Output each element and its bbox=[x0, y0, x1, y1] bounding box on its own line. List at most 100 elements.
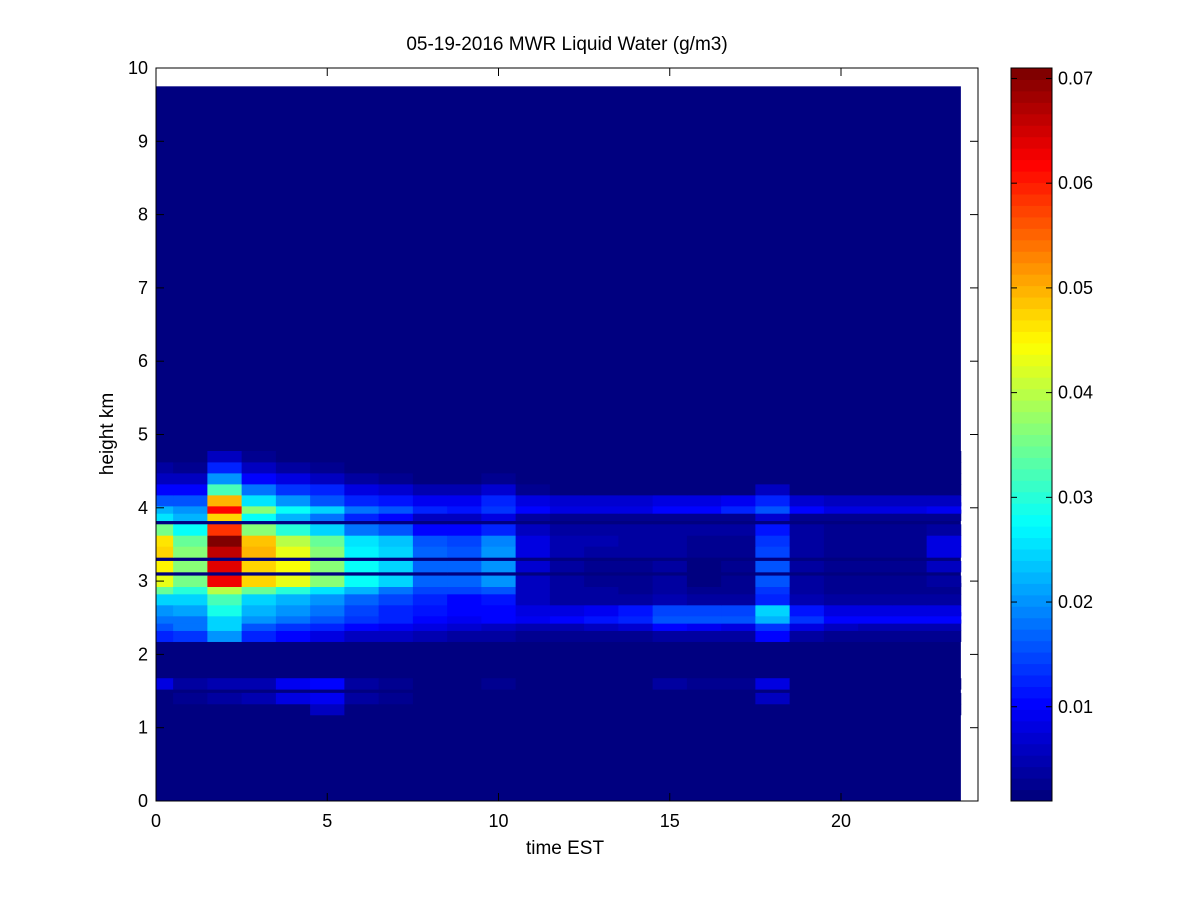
heatmap-cell bbox=[344, 560, 380, 573]
heatmap-cell bbox=[549, 483, 585, 496]
colorbar-band bbox=[1011, 675, 1052, 687]
heatmap-cell bbox=[618, 494, 654, 507]
heatmap-cell bbox=[481, 472, 517, 485]
heatmap-cell bbox=[481, 703, 517, 716]
heatmap-cell bbox=[823, 461, 859, 474]
colorbar-band bbox=[1011, 262, 1052, 275]
heatmap-cell bbox=[207, 450, 243, 463]
heatmap-cell bbox=[344, 630, 380, 642]
heatmap-cell bbox=[275, 678, 311, 690]
heatmap-cell bbox=[310, 483, 345, 496]
colorbar-band bbox=[1011, 732, 1052, 745]
heatmap-cell bbox=[721, 461, 756, 474]
heatmap-cell bbox=[892, 546, 928, 558]
heatmap-cell bbox=[515, 524, 551, 536]
colorbar-band bbox=[1011, 629, 1052, 642]
heatmap-cell bbox=[207, 509, 243, 522]
heatmap-cell bbox=[310, 461, 345, 474]
heatmap-cell bbox=[618, 703, 654, 716]
heatmap-cell bbox=[378, 593, 414, 606]
heatmap-cell bbox=[755, 630, 791, 642]
colorbar-band bbox=[1011, 136, 1052, 149]
heatmap-cell bbox=[378, 612, 414, 624]
heatmap-cell bbox=[275, 483, 311, 496]
colorbar-band bbox=[1011, 514, 1052, 527]
heatmap-cell bbox=[755, 703, 791, 716]
heatmap-cell bbox=[686, 483, 722, 496]
heatmap-cell bbox=[378, 461, 414, 474]
heatmap-cell bbox=[156, 461, 174, 474]
heatmap-cell bbox=[447, 450, 482, 463]
heatmap-cell bbox=[686, 450, 722, 463]
heatmap-cell bbox=[721, 494, 756, 507]
heatmap-cell bbox=[412, 575, 448, 587]
heatmap-cell bbox=[584, 678, 619, 690]
heatmap-cell bbox=[447, 502, 482, 514]
heatmap-cell bbox=[652, 575, 688, 587]
heatmap-cell bbox=[926, 450, 962, 463]
heatmap-cell bbox=[447, 630, 482, 642]
heatmap-cell bbox=[412, 593, 448, 606]
heatmap-cell bbox=[275, 560, 311, 573]
heatmap-cell bbox=[412, 450, 448, 463]
heatmap-cell bbox=[858, 604, 893, 617]
heatmap-cell bbox=[858, 582, 893, 595]
heatmap-cell bbox=[207, 582, 243, 595]
heatmap-cell bbox=[549, 524, 585, 536]
y-tick-label: 6 bbox=[138, 351, 148, 371]
heatmap-cell bbox=[858, 560, 893, 573]
heatmap-cell bbox=[447, 703, 482, 716]
heatmap-cell bbox=[892, 593, 928, 606]
y-axis-title: height km bbox=[97, 393, 118, 475]
heatmap-cell bbox=[275, 630, 311, 642]
heatmap-cell bbox=[721, 535, 756, 547]
heatmap-cell bbox=[515, 582, 551, 595]
heatmap-cell bbox=[173, 494, 208, 507]
heatmap-cell bbox=[652, 461, 688, 474]
colorbar-band bbox=[1011, 125, 1052, 138]
heatmap-cell bbox=[207, 472, 243, 485]
heatmap-cell bbox=[515, 494, 551, 507]
heatmap-cell bbox=[481, 535, 517, 547]
heatmap-cell bbox=[549, 509, 585, 522]
colorbar-band bbox=[1011, 228, 1052, 241]
y-tick-label: 7 bbox=[138, 278, 148, 298]
heatmap-cell bbox=[686, 619, 722, 631]
y-tick-label: 4 bbox=[138, 498, 148, 518]
heatmap-cell bbox=[344, 593, 380, 606]
heatmap-cell bbox=[344, 619, 380, 631]
heatmap-cell bbox=[755, 472, 791, 485]
colorbar-gradient bbox=[1011, 68, 1052, 802]
heatmap-cell bbox=[275, 509, 311, 522]
heatmap-cell bbox=[344, 524, 380, 536]
heatmap-cell bbox=[686, 575, 722, 587]
heatmap-cell bbox=[823, 535, 859, 547]
heatmap-cell bbox=[652, 502, 688, 514]
heatmap-cell bbox=[652, 604, 688, 617]
heatmap-cell bbox=[275, 619, 311, 631]
heatmap-cell bbox=[344, 703, 380, 716]
heatmap-cell bbox=[721, 612, 756, 624]
colorbar-band bbox=[1011, 709, 1052, 722]
heatmap-cell bbox=[447, 535, 482, 547]
heatmap-cell bbox=[156, 593, 174, 606]
heatmap-cell bbox=[412, 509, 448, 522]
heatmap-cell bbox=[789, 575, 825, 587]
heatmap-cell bbox=[207, 703, 243, 716]
heatmap-cell bbox=[755, 535, 791, 547]
heatmap-cell bbox=[789, 619, 825, 631]
heatmap-cell bbox=[721, 703, 756, 716]
heatmap-cell bbox=[412, 678, 448, 690]
heatmap-cell bbox=[892, 619, 928, 631]
heatmap-cell bbox=[241, 546, 277, 558]
heatmap-cell bbox=[789, 494, 825, 507]
heatmap-cell bbox=[515, 619, 551, 631]
colorbar-band bbox=[1011, 686, 1052, 699]
heatmap-cell bbox=[344, 494, 380, 507]
heatmap-cell bbox=[515, 692, 551, 705]
heatmap-cell bbox=[378, 630, 414, 642]
heatmap-cell bbox=[378, 472, 414, 485]
heatmap-cell bbox=[447, 593, 482, 606]
heatmap-cell bbox=[858, 612, 893, 624]
